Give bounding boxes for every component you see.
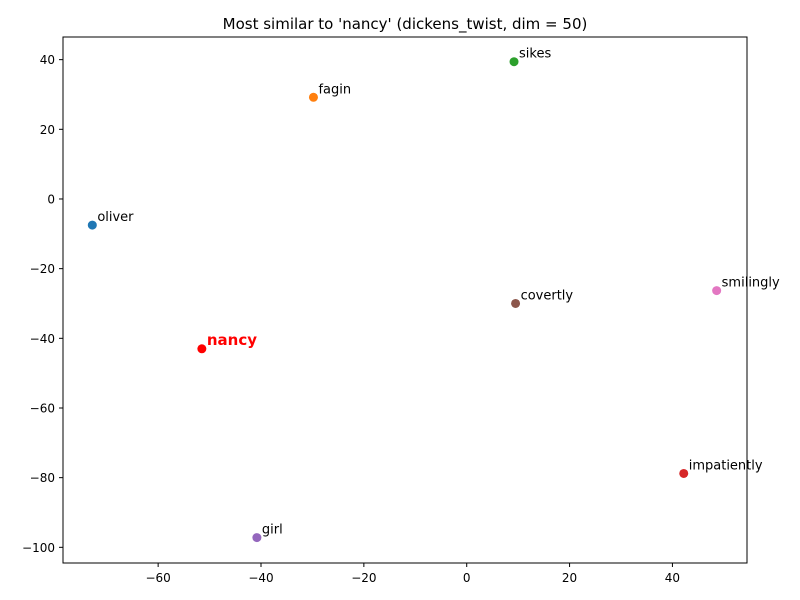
y-tick-label: 0 <box>47 192 55 206</box>
chart-title: Most similar to 'nancy' (dickens_twist, … <box>223 15 588 34</box>
point-label-oliver: oliver <box>97 210 134 225</box>
y-tick-label: 20 <box>40 123 55 137</box>
point-covertly <box>511 298 521 308</box>
y-tick-label: −80 <box>30 471 55 485</box>
y-tick-label: −100 <box>22 541 55 555</box>
point-sikes <box>509 57 519 67</box>
y-tick-label: −40 <box>30 332 55 346</box>
x-tick-label: 20 <box>562 571 577 585</box>
axes: −60 −40 −20 0 20 40 −100 −80 −60 −40 −20 0 20 40 <box>22 53 680 585</box>
point-fagin <box>308 92 318 102</box>
point-label-fagin: fagin <box>318 82 351 97</box>
data-points <box>87 57 722 543</box>
plot-frame <box>62 36 748 564</box>
point-nancy <box>197 344 207 354</box>
point-labels: oliver fagin sikes impatiently girl covertly s… <box>97 47 780 538</box>
point-label-smilingly: smilingly <box>722 276 780 291</box>
y-tick-label: 40 <box>40 53 55 67</box>
point-label-sikes: sikes <box>519 47 551 62</box>
x-tick-label: 0 <box>463 571 471 585</box>
point-oliver <box>87 220 97 230</box>
x-tick-label: −20 <box>351 571 376 585</box>
point-label-impatiently: impatiently <box>689 458 763 473</box>
x-tick-label: −40 <box>248 571 273 585</box>
point-impatiently <box>679 468 689 478</box>
point-girl <box>252 533 262 543</box>
x-tick-label: −60 <box>145 571 170 585</box>
y-tick-label: −20 <box>30 262 55 276</box>
point-label-covertly: covertly <box>521 288 574 303</box>
point-label-nancy: nancy <box>207 331 257 349</box>
point-label-girl: girl <box>262 523 283 538</box>
y-tick-label: −60 <box>30 401 55 415</box>
x-tick-label: 40 <box>665 571 680 585</box>
point-smilingly <box>712 286 722 296</box>
